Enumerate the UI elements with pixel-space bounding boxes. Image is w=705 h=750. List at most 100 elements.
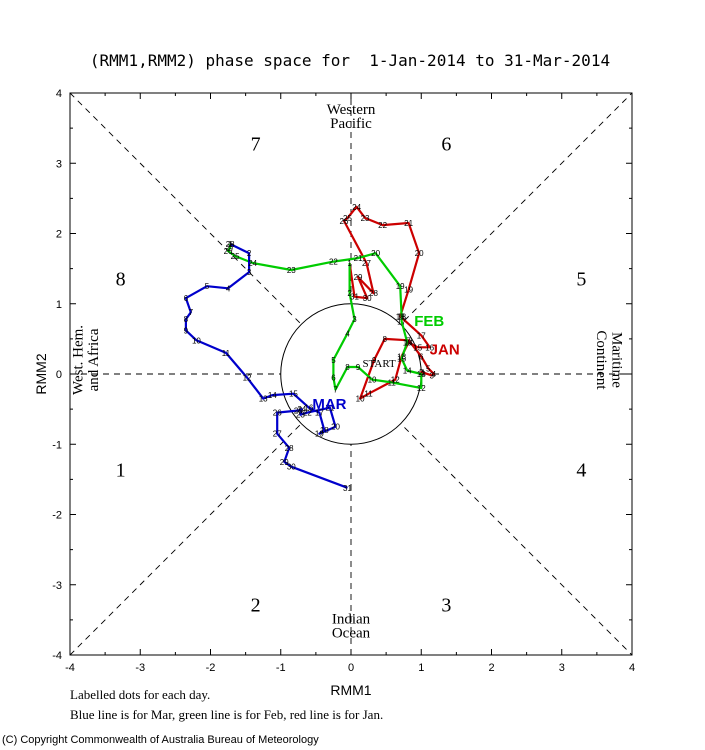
day-label-jan-7: 7 — [406, 336, 411, 345]
day-label-jan-23: 23 — [361, 214, 370, 223]
y-tick-label: 2 — [56, 229, 62, 241]
x-tick-label: -2 — [206, 662, 216, 674]
day-label-jan-8: 8 — [382, 335, 387, 344]
day-label-mar-28: 28 — [285, 444, 294, 453]
day-label-feb-24: 24 — [248, 259, 257, 268]
month-label-mar: MAR — [312, 396, 346, 413]
phase-label-5: 5 — [576, 269, 586, 291]
day-label-jan-20: 20 — [415, 249, 424, 258]
day-label-feb-2: 2 — [347, 289, 352, 298]
day-label-mar-11: 11 — [222, 349, 231, 358]
day-label-mar-6: 6 — [184, 294, 189, 303]
day-label-mar-29: 29 — [280, 458, 289, 467]
footnote-line-colors: Blue line is for Mar, green line is for … — [70, 707, 384, 722]
day-label-jan-26: 26 — [340, 217, 349, 226]
day-label-feb-10: 10 — [368, 376, 377, 385]
day-label-mar-7: 7 — [189, 308, 194, 317]
day-label-mar-31: 31 — [343, 484, 352, 493]
y-axis-label: RMM2 — [33, 353, 49, 394]
x-tick-label: 3 — [559, 662, 565, 674]
day-label-jan-4: 4 — [432, 370, 437, 379]
day-label-jan-18: 18 — [396, 312, 405, 321]
phase-label-4: 4 — [576, 459, 586, 481]
month-label-jan: JAN — [430, 341, 460, 358]
phase-label-7: 7 — [251, 134, 261, 156]
guide-lines — [69, 92, 633, 656]
day-label-mar-30: 30 — [287, 463, 296, 472]
day-label-mar-23: 23 — [296, 411, 305, 420]
day-label-feb-7: 7 — [333, 385, 338, 394]
day-label-jan-31: 31 — [350, 293, 359, 302]
day-label-mar-16: 16 — [304, 404, 313, 413]
day-label-jan-5: 5 — [426, 364, 431, 373]
day-label-mar-21: 21 — [325, 404, 334, 413]
y-tick-label: -4 — [52, 650, 62, 662]
day-label-jan-11: 11 — [364, 390, 373, 399]
x-tick-label: 0 — [348, 662, 354, 674]
day-label-feb-6: 6 — [331, 374, 336, 383]
day-label-mar-20: 20 — [331, 423, 340, 432]
day-label-feb-18: 18 — [397, 312, 406, 321]
day-label-mar-10: 10 — [192, 336, 201, 345]
day-label-mar-19: 19 — [315, 430, 324, 439]
day-label-mar-24: 24 — [297, 405, 306, 414]
day-label-feb-16: 16 — [403, 338, 412, 347]
day-label-jan-28: 28 — [369, 289, 378, 298]
phase-label-1: 1 — [116, 459, 126, 481]
region-label-west-hem: West. Hem. — [71, 325, 87, 395]
day-label-feb-27: 27 — [226, 244, 235, 253]
day-label-mar-8: 8 — [184, 315, 189, 324]
x-tick-label: -1 — [276, 662, 286, 674]
day-label-mar-1: 1 — [228, 240, 233, 249]
day-label-jan-6: 6 — [419, 352, 424, 361]
phase-label-3: 3 — [441, 594, 451, 616]
day-label-feb-21: 21 — [354, 254, 363, 263]
y-tick-label: -1 — [52, 439, 62, 451]
day-label-jan-27: 27 — [362, 259, 371, 268]
footnote-labelled-dots: Labelled dots for each day. — [70, 687, 211, 702]
chart-title: (RMM1,RMM2) phase space for 1-Jan-2014 t… — [90, 51, 610, 70]
day-label-jan-30: 30 — [363, 294, 372, 303]
region-label-western: Western — [327, 102, 376, 118]
day-label-feb-3: 3 — [352, 315, 357, 324]
series-lines — [184, 205, 435, 489]
day-label-jan-22: 22 — [378, 221, 387, 230]
day-label-feb-26: 26 — [224, 247, 233, 256]
day-label-mar-12: 12 — [243, 374, 252, 383]
day-label-mar-22: 22 — [303, 409, 312, 418]
x-tick-label: 4 — [629, 662, 635, 674]
day-label-feb-11: 11 — [388, 378, 397, 387]
copyright-notice: (C) Copyright Commonwealth of Australia … — [2, 734, 319, 746]
day-label-feb-9: 9 — [356, 363, 361, 372]
region-label-ocean: Ocean — [332, 625, 371, 641]
day-label-mar-14: 14 — [268, 391, 277, 400]
day-label-feb-17: 17 — [397, 317, 406, 326]
phase-label-2: 2 — [251, 594, 261, 616]
day-label-jan-12: 12 — [391, 376, 400, 385]
day-label-jan-17: 17 — [417, 331, 426, 340]
region-label-indian: Indian — [332, 611, 371, 627]
y-tick-label: -3 — [52, 580, 62, 592]
day-label-jan-2: 2 — [419, 368, 424, 377]
day-label-jan-19: 19 — [404, 286, 413, 295]
day-label-jan-16: 16 — [425, 343, 434, 352]
day-label-mar-13: 13 — [259, 395, 268, 404]
x-axis-label: RMM1 — [330, 682, 371, 698]
day-label-mar-17: 17 — [315, 409, 324, 418]
phase-label-6: 6 — [441, 134, 451, 156]
day-label-feb-4: 4 — [345, 329, 350, 338]
region-label-maritime: Maritime — [608, 332, 624, 388]
day-label-mar-5: 5 — [205, 282, 210, 291]
day-label-mar-27: 27 — [273, 430, 282, 439]
day-label-feb-8: 8 — [345, 363, 350, 372]
day-label-jan-14: 14 — [404, 338, 413, 347]
series-line-feb — [227, 244, 423, 391]
day-label-feb-12: 12 — [417, 384, 426, 393]
y-tick-label: 0 — [56, 369, 62, 381]
day-label-mar-26: 26 — [273, 409, 282, 418]
